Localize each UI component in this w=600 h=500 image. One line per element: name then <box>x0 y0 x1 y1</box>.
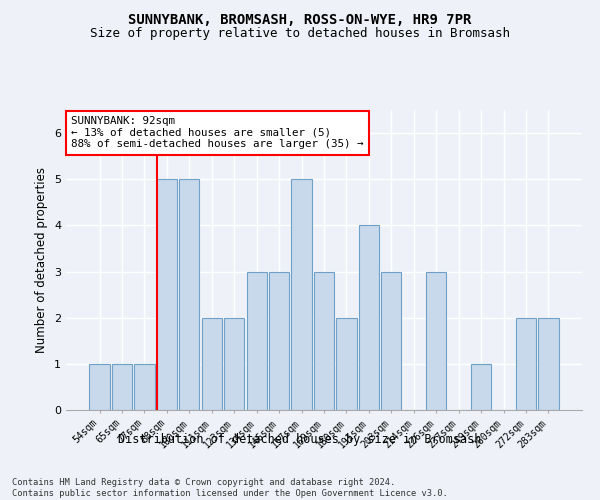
Bar <box>314 272 334 410</box>
Bar <box>471 364 491 410</box>
Bar <box>516 318 536 410</box>
Bar <box>224 318 244 410</box>
Text: Distribution of detached houses by size in Bromsash: Distribution of detached houses by size … <box>118 432 482 446</box>
Bar <box>337 318 356 410</box>
Bar <box>89 364 110 410</box>
Bar <box>359 226 379 410</box>
Text: SUNNYBANK: 92sqm
← 13% of detached houses are smaller (5)
88% of semi-detached h: SUNNYBANK: 92sqm ← 13% of detached house… <box>71 116 364 149</box>
Text: SUNNYBANK, BROMSASH, ROSS-ON-WYE, HR9 7PR: SUNNYBANK, BROMSASH, ROSS-ON-WYE, HR9 7P… <box>128 12 472 26</box>
Bar <box>134 364 155 410</box>
Bar <box>538 318 559 410</box>
Bar <box>247 272 267 410</box>
Bar <box>157 179 177 410</box>
Bar <box>292 179 311 410</box>
Bar <box>269 272 289 410</box>
Text: Size of property relative to detached houses in Bromsash: Size of property relative to detached ho… <box>90 28 510 40</box>
Bar <box>426 272 446 410</box>
Y-axis label: Number of detached properties: Number of detached properties <box>35 167 49 353</box>
Bar <box>112 364 132 410</box>
Text: Contains HM Land Registry data © Crown copyright and database right 2024.
Contai: Contains HM Land Registry data © Crown c… <box>12 478 448 498</box>
Bar <box>381 272 401 410</box>
Bar <box>202 318 222 410</box>
Bar <box>179 179 199 410</box>
